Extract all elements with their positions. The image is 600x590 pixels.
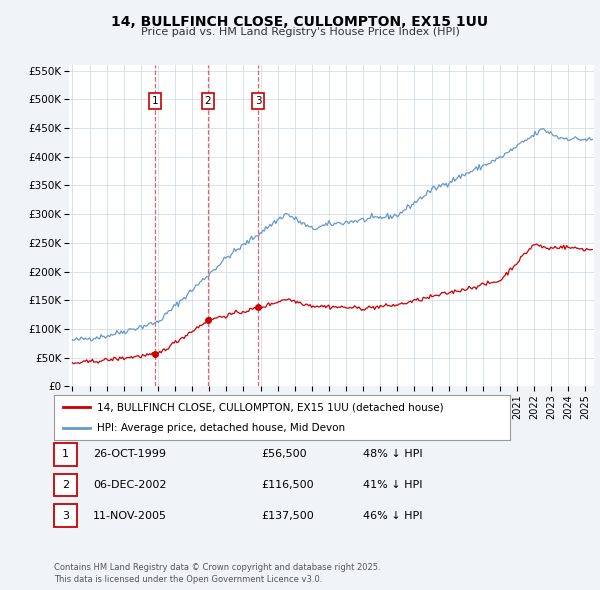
Text: 48% ↓ HPI: 48% ↓ HPI: [363, 450, 422, 459]
Text: 11-NOV-2005: 11-NOV-2005: [93, 511, 167, 520]
Text: 46% ↓ HPI: 46% ↓ HPI: [363, 511, 422, 520]
Text: 41% ↓ HPI: 41% ↓ HPI: [363, 480, 422, 490]
Text: 3: 3: [255, 96, 262, 106]
Text: 3: 3: [62, 511, 69, 520]
Text: 1: 1: [62, 450, 69, 459]
Text: £116,500: £116,500: [261, 480, 314, 490]
Text: 06-DEC-2002: 06-DEC-2002: [93, 480, 167, 490]
Text: £56,500: £56,500: [261, 450, 307, 459]
Text: 2: 2: [205, 96, 211, 106]
Text: 2: 2: [62, 480, 69, 490]
Text: Price paid vs. HM Land Registry's House Price Index (HPI): Price paid vs. HM Land Registry's House …: [140, 27, 460, 37]
Text: 26-OCT-1999: 26-OCT-1999: [93, 450, 166, 459]
Text: HPI: Average price, detached house, Mid Devon: HPI: Average price, detached house, Mid …: [97, 422, 346, 432]
Text: 14, BULLFINCH CLOSE, CULLOMPTON, EX15 1UU: 14, BULLFINCH CLOSE, CULLOMPTON, EX15 1U…: [112, 15, 488, 29]
Text: Contains HM Land Registry data © Crown copyright and database right 2025.
This d: Contains HM Land Registry data © Crown c…: [54, 563, 380, 584]
Text: 1: 1: [152, 96, 158, 106]
Text: 14, BULLFINCH CLOSE, CULLOMPTON, EX15 1UU (detached house): 14, BULLFINCH CLOSE, CULLOMPTON, EX15 1U…: [97, 402, 444, 412]
Text: £137,500: £137,500: [261, 511, 314, 520]
